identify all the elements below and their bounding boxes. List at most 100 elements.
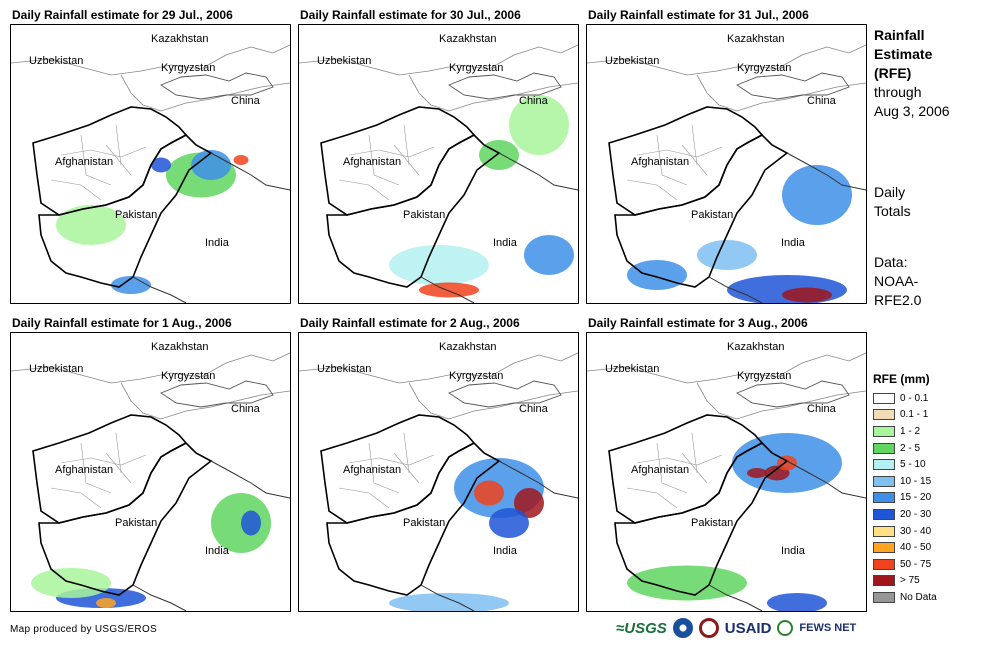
usaid-logo: USAID	[724, 619, 772, 637]
rainfall-patch	[233, 155, 249, 165]
data-line-1: Data:	[874, 254, 908, 270]
rainfall-patch	[489, 508, 529, 538]
kyrgyzstan-outline	[736, 380, 850, 408]
province-lines	[338, 432, 435, 509]
data-line-2: NOAA-	[874, 273, 919, 289]
rainfall-patch	[524, 235, 574, 275]
india-coast	[132, 276, 187, 303]
label-afghanistan: Afghanistan	[55, 464, 114, 476]
pakistan-outline	[38, 134, 213, 288]
legend-swatch	[873, 442, 895, 454]
legend-row: 0.1 - 1	[873, 407, 937, 424]
tajik-border	[696, 74, 866, 112]
rainfall-overlay	[31, 493, 271, 608]
legend-swatch	[873, 508, 895, 520]
label-india: India	[781, 237, 805, 249]
india-coast	[708, 584, 763, 611]
label-kyrgyzstan: Kyrgyzstan	[161, 370, 216, 382]
label-china: China	[519, 95, 548, 107]
panel-title: Daily Rainfall estimate for 31 Jul., 200…	[588, 8, 809, 22]
province-lines	[626, 124, 723, 201]
india-coast	[132, 584, 187, 611]
rainfall-patch	[111, 276, 151, 294]
legend-label: 0 - 0.1	[900, 392, 929, 404]
rainfall-overlay	[56, 150, 249, 294]
tajik-border	[696, 382, 866, 420]
legend-label: 2 - 5	[900, 442, 921, 454]
rainfall-map: Kazakhstan Uzbekistan Kyrgyzstan China A…	[298, 24, 579, 304]
northern-border	[299, 44, 578, 76]
label-uzbekistan: Uzbekistan	[605, 55, 660, 67]
label-afghanistan: Afghanistan	[343, 464, 402, 476]
map-svg	[299, 44, 578, 303]
logo-strip: ≈USGS USAID FEWS NET	[616, 618, 856, 638]
legend-swatch	[873, 459, 895, 471]
daily-totals-block: Daily Totals	[874, 183, 911, 221]
map-svg	[587, 44, 866, 303]
rainfall-patch	[782, 165, 852, 225]
panel-title: Daily Rainfall estimate for 29 Jul., 200…	[12, 8, 233, 22]
label-afghanistan: Afghanistan	[55, 156, 114, 168]
legend-row: 15 - 20	[873, 490, 937, 507]
map-svg	[11, 44, 290, 303]
legend-title: RFE (mm)	[873, 372, 930, 386]
china-india-border	[786, 460, 866, 499]
northern-border	[587, 44, 866, 76]
noaa-logo-icon	[672, 618, 693, 638]
label-china: China	[807, 403, 836, 415]
legend-swatch	[873, 409, 895, 421]
kyrgyzstan-outline	[448, 72, 562, 100]
legend-swatch	[873, 425, 895, 437]
northern-border	[587, 352, 866, 384]
rfe-legend: RFE (mm) 0 - 0.1 0.1 - 1 1 - 2 2 - 5 5 - 10 1…	[873, 372, 937, 606]
rainfall-patch	[389, 245, 489, 285]
label-pakistan: Pakistan	[403, 209, 446, 221]
kyrgyzstan-outline	[736, 72, 850, 100]
label-kyrgyzstan: Kyrgyzstan	[449, 62, 504, 74]
legend-swatch	[873, 575, 895, 587]
daily-line-2: Totals	[874, 203, 911, 219]
label-pakistan: Pakistan	[691, 209, 734, 221]
label-kyrgyzstan: Kyrgyzstan	[737, 62, 792, 74]
china-india-border	[210, 152, 290, 191]
title-line-3: (RFE)	[874, 65, 912, 81]
rainfall-patch	[419, 282, 479, 298]
legend-swatch	[873, 392, 895, 404]
label-india: India	[205, 237, 229, 249]
label-uzbekistan: Uzbekistan	[605, 363, 660, 375]
rainfall-patch	[747, 468, 767, 478]
label-kazakhstan: Kazakhstan	[727, 341, 785, 353]
china-india-border	[498, 460, 578, 499]
label-kyrgyzstan: Kyrgyzstan	[161, 62, 216, 74]
rainfall-map: Kazakhstan Uzbekistan Kyrgyzstan China A…	[10, 24, 291, 304]
rainfall-map: Kazakhstan Uzbekistan Kyrgyzstan China A…	[586, 332, 867, 612]
rainfall-patch	[56, 205, 126, 245]
rainfall-patch	[509, 95, 569, 155]
label-india: India	[493, 545, 517, 557]
province-lines	[50, 124, 147, 201]
legend-label: 5 - 10	[900, 459, 926, 471]
panel-title: Daily Rainfall estimate for 2 Aug., 2006	[300, 316, 520, 330]
label-india: India	[205, 545, 229, 557]
rainfall-overlay	[627, 165, 852, 303]
legend-label: 1 - 2	[900, 425, 921, 437]
rainfall-patch	[627, 565, 747, 601]
tajik-border	[408, 382, 578, 420]
panel-title: Daily Rainfall estimate for 1 Aug., 2006	[12, 316, 232, 330]
label-afghanistan: Afghanistan	[631, 464, 690, 476]
rainfall-patch	[389, 593, 509, 611]
province-lines	[50, 432, 147, 509]
usgs-logo: ≈USGS	[616, 619, 667, 637]
panel-title: Daily Rainfall estimate for 3 Aug., 2006	[588, 316, 808, 330]
label-uzbekistan: Uzbekistan	[317, 363, 372, 375]
india-coast	[420, 584, 475, 611]
label-india: India	[493, 237, 517, 249]
fews-net-logo: FEWS NET	[799, 622, 857, 634]
title-line-2: Estimate	[874, 46, 933, 62]
legend-label: 30 - 40	[900, 525, 932, 537]
legend-swatch	[873, 475, 895, 487]
rainfall-patch	[479, 140, 519, 170]
label-kyrgyzstan: Kyrgyzstan	[449, 370, 504, 382]
province-lines	[626, 432, 723, 509]
rainfall-patch	[241, 510, 261, 536]
